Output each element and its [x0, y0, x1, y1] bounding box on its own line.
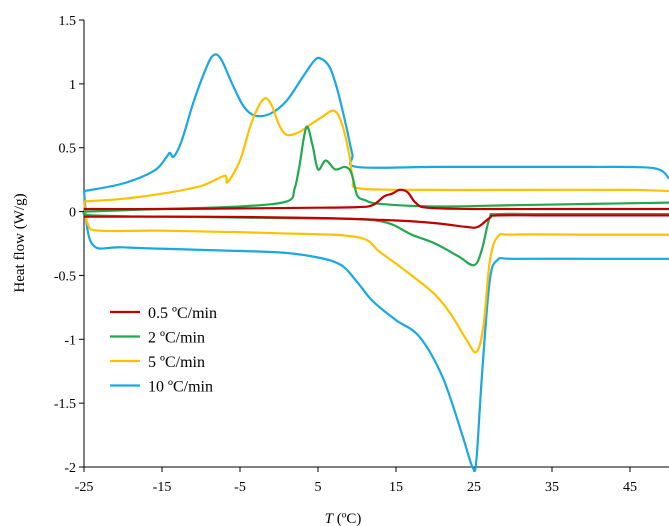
series-line-2-c-min-upper — [84, 127, 669, 212]
y-tick-label: 0 — [69, 206, 76, 221]
x-tick-label: 45 — [623, 480, 637, 495]
x-tick-label: -15 — [153, 480, 172, 495]
legend-label: 10 ºC/min — [148, 379, 213, 396]
y-tick-label: -1 — [64, 333, 76, 348]
y-tick-label: 0.5 — [59, 142, 77, 157]
series-lines — [83, 54, 669, 471]
x-tick-label: 25 — [467, 480, 481, 495]
legend-label: 5 ºC/min — [148, 354, 205, 371]
y-tick-label: -2 — [64, 461, 76, 476]
x-ticks: -25 -15 -5 5 15 25 35 45 — [75, 467, 637, 495]
y-tick-label: 1.5 — [59, 14, 77, 29]
x-tick-label: -5 — [234, 480, 246, 495]
legend-label: 2 ºC/min — [148, 330, 205, 347]
y-tick-label: 1 — [69, 78, 76, 93]
series-line-5-c-min-upper — [84, 98, 669, 201]
legend-label: 0.5 ºC/min — [148, 305, 217, 322]
axes — [84, 20, 669, 467]
x-tick-label: -25 — [75, 480, 94, 495]
x-axis-title: T (ºC) — [325, 511, 362, 526]
x-tick-label: 35 — [545, 480, 559, 495]
series-line-10-c-min-upper — [84, 54, 669, 191]
x-axis-title-unit: (ºC) — [333, 511, 361, 526]
y-tick-label: -1.5 — [54, 397, 76, 412]
y-ticks: 1.5 1 0.5 0 -0.5 -1 -1.5 -2 — [54, 14, 84, 476]
x-tick-label: 15 — [389, 480, 403, 495]
x-tick-label: 5 — [315, 480, 322, 495]
y-tick-label: -0.5 — [54, 269, 76, 284]
y-axis-title: Heat flow (W/g) — [12, 193, 28, 292]
legend: 0.5 ºC/min 2 ºC/min 5 ºC/min 10 ºC/min — [110, 305, 217, 396]
